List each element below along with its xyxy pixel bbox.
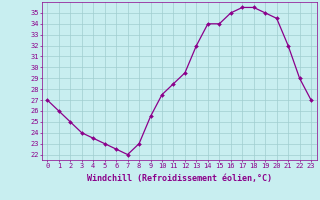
- X-axis label: Windchill (Refroidissement éolien,°C): Windchill (Refroidissement éolien,°C): [87, 174, 272, 183]
